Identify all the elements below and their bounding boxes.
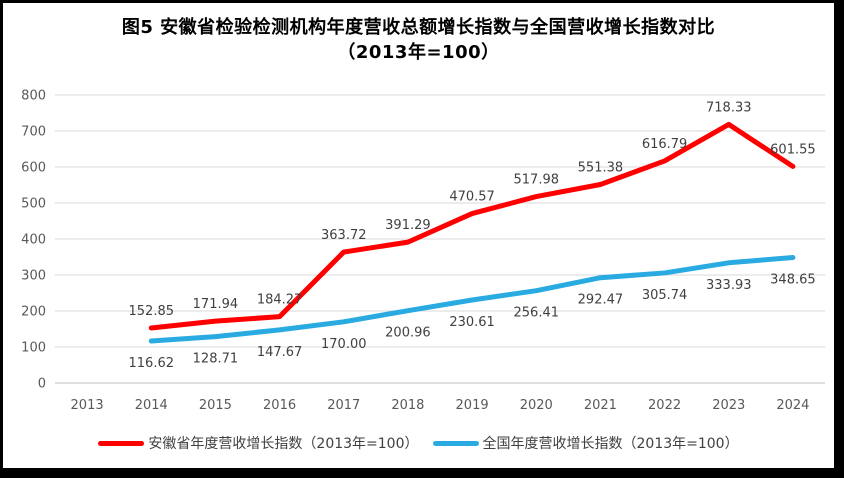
data-label: 551.38: [578, 161, 624, 176]
data-label: 601.55: [770, 142, 816, 157]
data-label: 305.74: [642, 288, 688, 303]
x-axis-tick-label: 2024: [776, 398, 809, 413]
data-label: 147.67: [257, 345, 303, 360]
data-label: 348.65: [770, 272, 816, 287]
data-label: 184.27: [257, 293, 303, 308]
x-axis-tick-label: 2015: [199, 398, 232, 413]
legend-line-swatch: [98, 440, 145, 446]
data-label: 517.98: [514, 173, 560, 188]
y-axis-tick-label: 700: [21, 125, 46, 140]
x-axis-tick-label: 2018: [391, 398, 424, 413]
data-label: 292.47: [578, 293, 624, 308]
x-axis-tick-label: 2014: [135, 398, 168, 413]
y-axis-tick-label: 600: [21, 161, 46, 176]
legend-line-swatch: [432, 440, 479, 446]
x-axis-tick-label: 2020: [520, 398, 553, 413]
series-line-0: [148, 121, 796, 331]
y-axis-tick-label: 100: [21, 341, 46, 356]
y-axis-tick-label: 0: [38, 377, 46, 392]
data-label: 256.41: [514, 306, 560, 321]
data-label: 170.00: [321, 337, 367, 352]
x-axis-tick-label: 2017: [327, 398, 360, 413]
data-label: 616.79: [642, 137, 688, 152]
data-label: 333.93: [706, 278, 752, 293]
legend-label: 安徽省年度营收增长指数（2013年=100）: [148, 436, 419, 452]
y-axis-tick-label: 400: [21, 233, 46, 248]
x-axis-tick-label: 2016: [263, 398, 296, 413]
x-axis-tick-label: 2013: [71, 398, 104, 413]
y-axis-tick-label: 500: [21, 197, 46, 212]
legend-item-0: 安徽省年度营收增长指数（2013年=100）: [98, 433, 419, 453]
data-label: 391.29: [385, 218, 431, 233]
data-label: 128.71: [193, 352, 239, 367]
data-label: 718.33: [706, 100, 752, 115]
x-axis-tick-label: 2019: [456, 398, 489, 413]
legend: 安徽省年度营收增长指数（2013年=100） 全国年度营收增长指数（2013年=1…: [3, 427, 834, 459]
line-chart-plot-area: 0 100 200 300 400 500 600 700 800 2013 2014 2015 201…: [21, 89, 825, 413]
data-label: 200.96: [385, 326, 431, 341]
chart-title-line2: （2013年=100）: [337, 41, 500, 63]
x-axis-tick-label: 2023: [712, 398, 745, 413]
legend-item-1: 全国年度营收增长指数（2013年=100）: [432, 433, 739, 453]
data-label: 230.61: [449, 315, 495, 330]
data-label: 116.62: [129, 356, 175, 371]
data-label: 171.94: [193, 297, 239, 312]
x-axis-tick-label: 2022: [648, 398, 681, 413]
data-label: 470.57: [449, 190, 495, 205]
x-axis-tick-label: 2021: [584, 398, 617, 413]
y-axis-tick-label: 200: [21, 305, 46, 320]
y-axis-tick-label: 300: [21, 269, 46, 284]
series-line-1: [148, 254, 796, 344]
chart-title-line1: 图5 安徽省检验检测机构年度营收总额增长指数与全国营收增长指数对比: [121, 17, 716, 38]
legend-label: 全国年度营收增长指数（2013年=100）: [482, 436, 739, 452]
chart-title: 图5 安徽省检验检测机构年度营收总额增长指数与全国营收增长指数对比 （2013年…: [3, 16, 834, 66]
data-label: 363.72: [321, 228, 367, 243]
y-axis-tick-label: 800: [21, 89, 46, 104]
data-label: 152.85: [129, 304, 175, 319]
